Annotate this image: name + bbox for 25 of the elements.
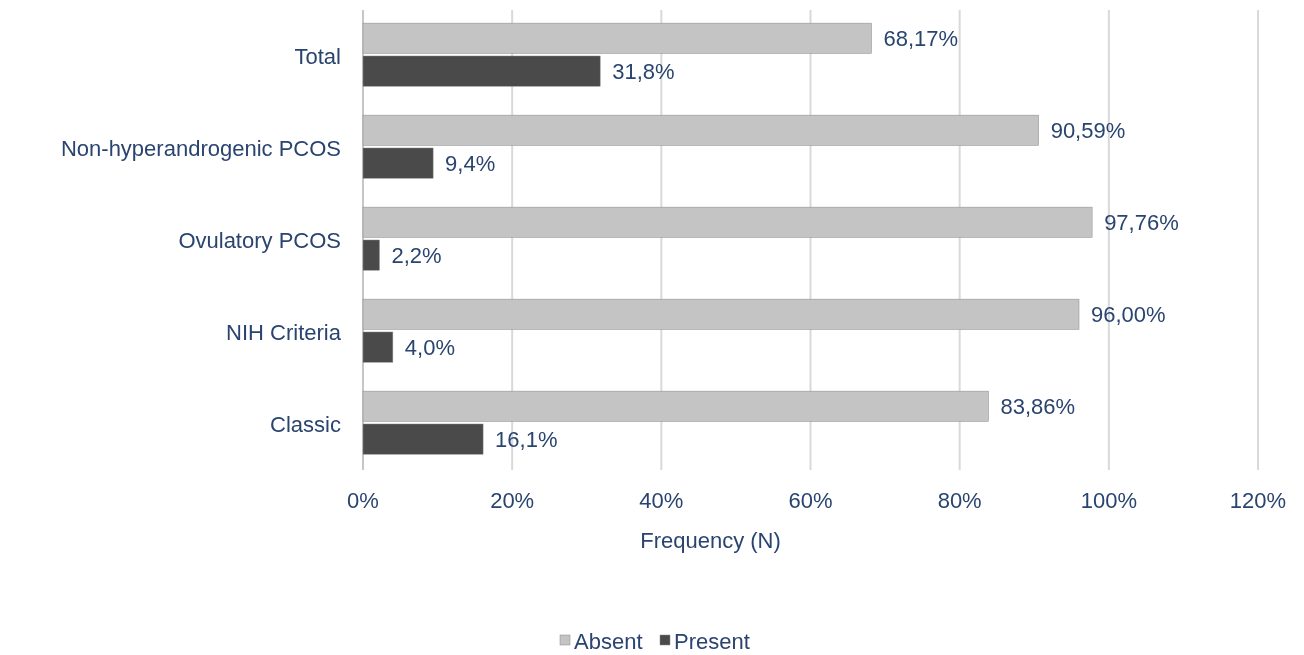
data-label: 90,59% [1050, 117, 1126, 143]
x-tick-label: 60% [788, 487, 833, 513]
data-label: 2,2% [391, 242, 442, 268]
x-tick-label: 80% [937, 487, 982, 513]
data-label: 4,0% [404, 334, 455, 360]
data-label: 31,8% [612, 58, 675, 84]
data-label: 97,76% [1104, 209, 1179, 235]
x-tick-label: 40% [639, 487, 684, 513]
data-label: 83,86% [1000, 393, 1076, 419]
data-label: 68,17% [883, 25, 959, 51]
y-tick-label: Non-hyperandrogenic PCOS [60, 135, 341, 161]
data-label: 96,00% [1091, 301, 1166, 327]
x-tick-label: 120% [1229, 487, 1287, 513]
y-tick-label: Ovulatory PCOS [178, 227, 341, 253]
legend-label: Absent [574, 628, 643, 654]
x-tick-label: 100% [1080, 487, 1137, 513]
data-label: 9,4% [445, 150, 496, 176]
x-axis-title: Frequency (N) [640, 527, 781, 553]
y-tick-label: Total [294, 43, 341, 69]
y-tick-label: NIH Criteria [226, 319, 342, 345]
data-label: 16,1% [495, 426, 558, 452]
x-tick-label: 20% [490, 487, 535, 513]
y-tick-label: Classic [270, 411, 341, 437]
x-tick-label: 0% [347, 487, 379, 513]
legend-label: Present [674, 628, 750, 654]
